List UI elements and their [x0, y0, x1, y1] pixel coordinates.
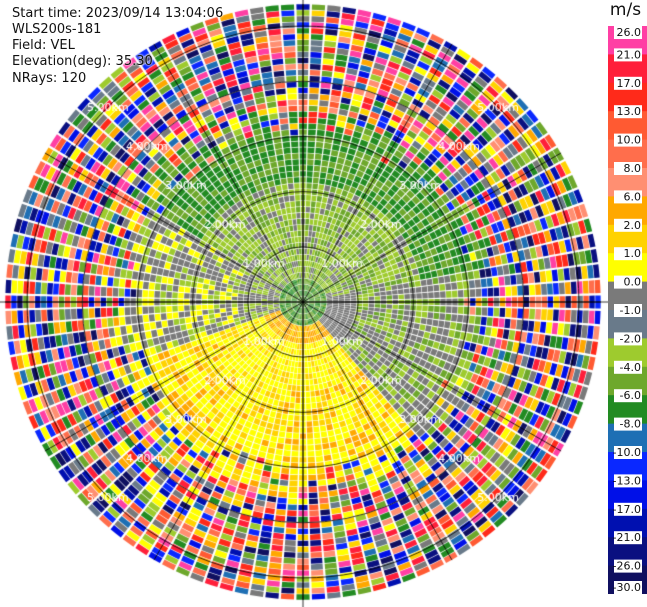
colorbar-tick-label: -26.0	[613, 560, 641, 573]
colorbar-tick-bg	[614, 218, 642, 232]
colorbar-tick-label: 2.0	[624, 219, 642, 232]
colorbar-tick-bg	[614, 332, 642, 346]
colorbar-tick-bg	[614, 559, 642, 573]
colorbar-tick-label: -21.0	[613, 531, 641, 544]
colorbar-tick-label: -4.0	[620, 361, 641, 374]
colorbar-tick-label: -6.0	[620, 389, 641, 402]
colorbar-tick-bg	[614, 48, 642, 62]
colorbar-tick-label: 8.0	[624, 162, 642, 175]
colorbar-tick-label: 26.0	[617, 26, 642, 39]
colorbar-tick-bg	[614, 105, 642, 119]
colorbar-tick-bg	[614, 502, 642, 516]
colorbar-unit: m/s	[609, 0, 642, 20]
colorbar-tick-bg	[614, 275, 642, 289]
colorbar-tick-bg	[614, 581, 642, 594]
colorbar-tick-label: 1.0	[624, 247, 642, 260]
colorbar-tick-label: 10.0	[617, 134, 642, 147]
colorbar-tick-label: 17.0	[617, 77, 642, 90]
colorbar-tick-label: -10.0	[613, 446, 641, 459]
colorbar-tick-label: -13.0	[613, 474, 641, 487]
elevation-label: Elevation(deg): 35.30	[12, 54, 153, 69]
colorbar-tick-bg	[614, 76, 642, 90]
colorbar-tick-bg	[614, 389, 642, 403]
colorbar-tick-label: 21.0	[617, 48, 642, 61]
colorbar-tick-bg	[614, 26, 642, 39]
colorbar-tick-bg	[614, 474, 642, 488]
colorbar-tick-label: -1.0	[620, 304, 641, 317]
ppi-plot	[0, 0, 608, 607]
colorbar-tick-label: 13.0	[617, 105, 642, 118]
colorbar-tick-bg	[614, 304, 642, 317]
colorbar: 26.0 21.0 17.0 13.0 10.0 8.0 6.0 2.0 1.0 0.0 -1.0 -…	[608, 26, 647, 594]
colorbar-tick-bg	[614, 247, 642, 261]
colorbar-tick-bg	[614, 531, 642, 545]
field-label: Field: VEL	[12, 38, 75, 53]
colorbar-tick-bg	[614, 446, 642, 459]
colorbar-tick-bg	[614, 417, 642, 431]
colorbar-tick-label: -30.0	[613, 581, 641, 594]
colorbar-tick-bg	[614, 360, 642, 374]
colorbar-tick-bg	[614, 190, 642, 204]
colorbar-tick-bg	[614, 162, 642, 175]
colorbar-tick-bg	[614, 133, 642, 147]
colorbar-tick-label: -17.0	[613, 503, 641, 516]
start-time-label: Start time: 2023/09/14 13:04:06	[12, 6, 224, 21]
nrays-label: NRays: 120	[12, 71, 87, 86]
colorbar-tick-label: 0.0	[624, 276, 642, 289]
colorbar-tick-label: -2.0	[620, 332, 641, 345]
colorbar-tick-label: 6.0	[624, 190, 642, 203]
colorbar-tick-label: -8.0	[620, 418, 641, 431]
instrument-label: WLS200s-181	[12, 22, 102, 37]
